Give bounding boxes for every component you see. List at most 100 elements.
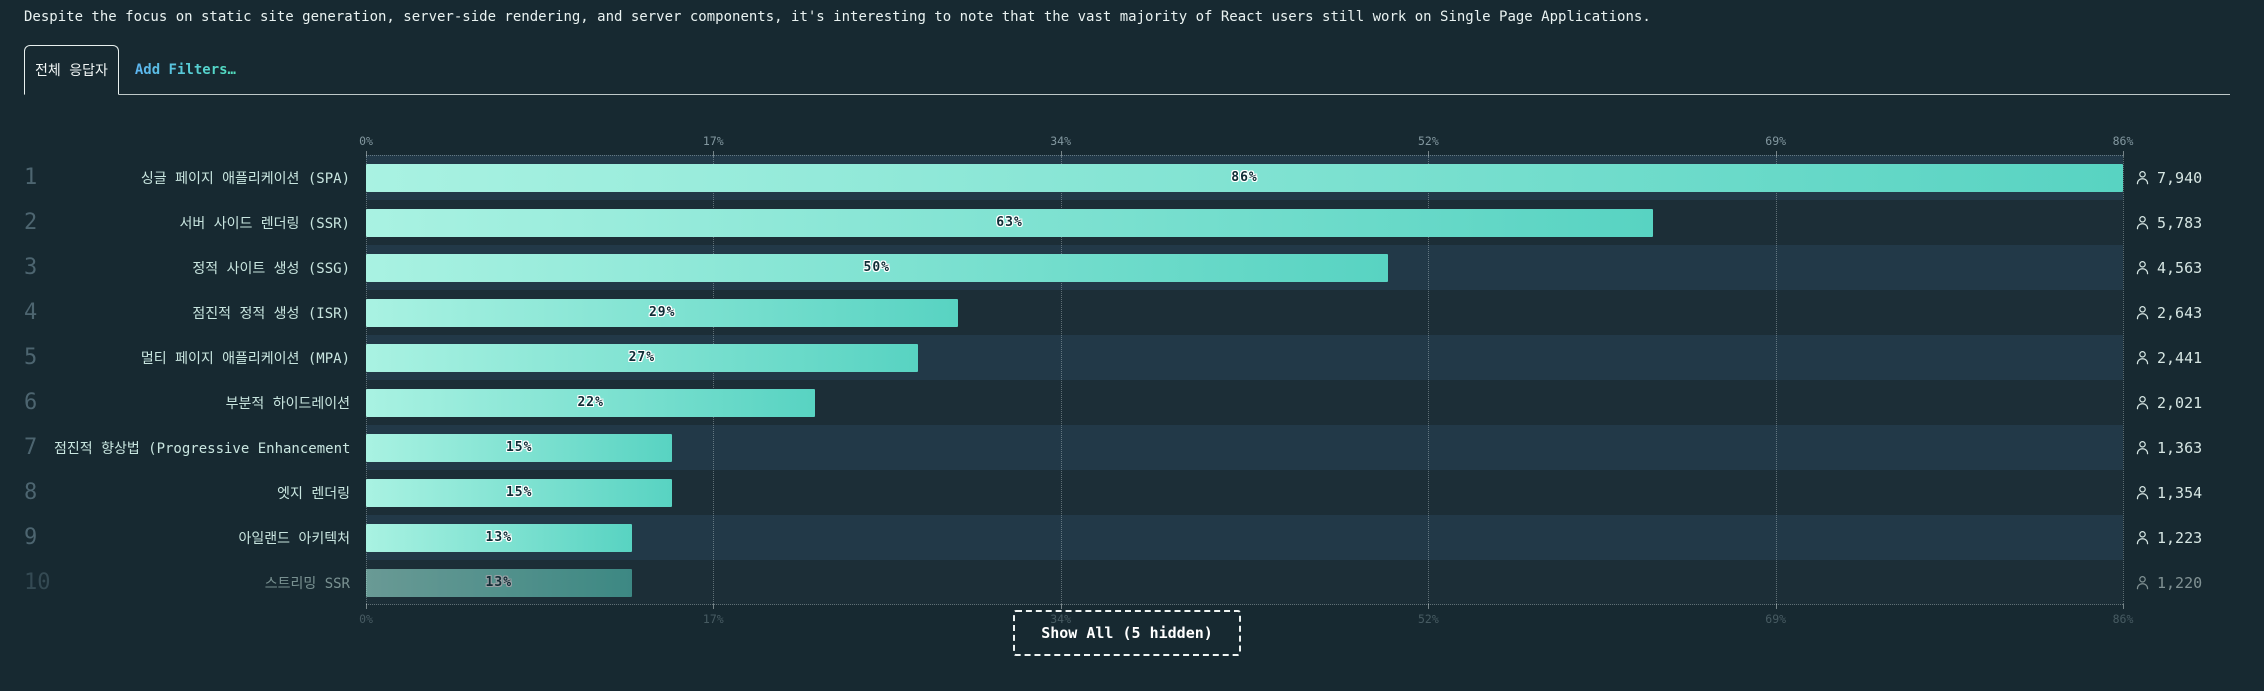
row-label-link[interactable]: 아일랜드 아키텍처 bbox=[238, 530, 350, 548]
chart-row: 5 멀티 페이지 애플리케이션 (MPA) 27% 2,441 bbox=[24, 335, 2230, 381]
respondent-count: 2,441 bbox=[2135, 349, 2230, 367]
person-icon bbox=[2136, 171, 2149, 185]
chart-row: 3 정적 사이트 생성 (SSG) 50% 4,563 bbox=[24, 245, 2230, 291]
chart-row: 10 스트리밍 SSR 13% 1,220 bbox=[24, 560, 2230, 606]
axis-tick-label: 17% bbox=[702, 612, 724, 627]
axis-tick-label: 0% bbox=[359, 134, 373, 149]
person-icon bbox=[2136, 351, 2149, 365]
row-label-link[interactable]: 부분적 하이드레이션 bbox=[225, 395, 350, 413]
bar[interactable]: 63% bbox=[366, 208, 1654, 237]
bar-percent-label: 86% bbox=[1231, 170, 1258, 186]
row-label-link[interactable]: 엣지 렌더링 bbox=[277, 485, 350, 503]
bar-cell: 27% bbox=[366, 335, 2123, 381]
row-rank: 1 bbox=[24, 165, 38, 191]
respondent-count-value: 5,783 bbox=[2157, 213, 2203, 232]
respondent-count: 2,021 bbox=[2135, 394, 2230, 412]
row-rank: 2 bbox=[24, 210, 38, 236]
bar-cell: 50% bbox=[366, 245, 2123, 291]
bar[interactable]: 22% bbox=[366, 388, 816, 417]
respondent-count-value: 2,441 bbox=[2157, 348, 2203, 367]
row-label-link[interactable]: 멀티 페이지 애플리케이션 (MPA) bbox=[140, 350, 350, 368]
bar-percent-label: 22% bbox=[577, 395, 604, 411]
row-rank: 5 bbox=[24, 345, 38, 371]
row-label-link[interactable]: 싱글 페이지 애플리케이션 (SPA) bbox=[140, 170, 350, 188]
person-icon bbox=[2136, 396, 2149, 410]
bar[interactable]: 29% bbox=[366, 298, 959, 327]
add-filters-link[interactable]: Add Filters… bbox=[135, 45, 236, 94]
chart-row: 4 점진적 정적 생성 (ISR) 29% 2,643 bbox=[24, 290, 2230, 336]
tab-all-respondents[interactable]: 전체 응답자 bbox=[24, 45, 119, 96]
chart-row: 8 엣지 렌더링 15% 1,354 bbox=[24, 470, 2230, 516]
person-icon bbox=[2136, 306, 2149, 320]
respondent-count: 7,940 bbox=[2135, 169, 2230, 187]
bar[interactable]: 50% bbox=[366, 253, 1388, 282]
respondent-count-value: 7,940 bbox=[2157, 168, 2203, 187]
respondent-count-value: 2,021 bbox=[2157, 393, 2203, 412]
respondent-count-value: 1,363 bbox=[2157, 438, 2203, 457]
bar[interactable]: 15% bbox=[366, 478, 673, 507]
row-rank: 10 bbox=[24, 570, 51, 596]
bar-cell: 15% bbox=[366, 470, 2123, 516]
axis-tick-label: 86% bbox=[2112, 134, 2134, 149]
person-icon bbox=[2136, 216, 2149, 230]
row-rank: 4 bbox=[24, 300, 38, 326]
person-icon bbox=[2136, 486, 2149, 500]
rows-list: 1 싱글 페이지 애플리케이션 (SPA) 86% 7,940 2 서버 사이드… bbox=[24, 155, 2230, 606]
bar-percent-label: 13% bbox=[485, 530, 513, 546]
bar[interactable]: 13% bbox=[366, 523, 632, 552]
bar-percent-label: 15% bbox=[505, 485, 533, 501]
row-rank: 3 bbox=[24, 255, 38, 281]
respondent-count: 2,643 bbox=[2135, 304, 2230, 322]
bottom-zone: 0% 17% 34% 52% 69% 86% Show All (5 hidden) bbox=[24, 605, 2230, 690]
bar[interactable]: 27% bbox=[366, 343, 918, 372]
row-label-link[interactable]: 정적 사이트 생성 (SSG) bbox=[192, 260, 350, 278]
chart-row: 6 부분적 하이드레이션 22% 2,021 bbox=[24, 380, 2230, 426]
bar-cell: 86% bbox=[366, 155, 2123, 201]
bar-cell: 63% bbox=[366, 200, 2123, 246]
bar[interactable]: 86% bbox=[366, 163, 2123, 192]
axis-tick-label: 52% bbox=[1417, 134, 1439, 149]
chart-description: Despite the focus on static site generat… bbox=[24, 9, 1651, 25]
row-label-link[interactable]: 서버 사이드 렌더링 (SSR) bbox=[179, 215, 350, 233]
bar-cell: 29% bbox=[366, 290, 2123, 336]
person-icon bbox=[2136, 576, 2149, 590]
row-label-link[interactable]: 점진적 향상법 (Progressive Enhancement) bbox=[54, 440, 350, 458]
chart-row: 2 서버 사이드 렌더링 (SSR) 63% 5,783 bbox=[24, 200, 2230, 246]
chart-row: 7 점진적 향상법 (Progressive Enhancement) 15% … bbox=[24, 425, 2230, 471]
respondent-count: 1,220 bbox=[2135, 574, 2230, 592]
chart-row: 9 아일랜드 아키텍처 13% 1,223 bbox=[24, 515, 2230, 561]
bar-percent-label: 29% bbox=[648, 305, 676, 321]
respondent-count-value: 1,354 bbox=[2157, 483, 2203, 502]
respondent-count-value: 4,563 bbox=[2157, 258, 2203, 277]
bar-cell: 13% bbox=[366, 515, 2123, 561]
person-icon bbox=[2136, 261, 2149, 275]
bar-percent-label: 63% bbox=[996, 215, 1023, 231]
respondent-count-value: 2,643 bbox=[2157, 303, 2203, 322]
row-label-link[interactable]: 점진적 정적 생성 (ISR) bbox=[192, 305, 350, 323]
show-all-button[interactable]: Show All (5 hidden) bbox=[1013, 610, 1241, 657]
axis-tick-label: 34% bbox=[1050, 612, 1072, 627]
person-icon bbox=[2136, 531, 2149, 545]
chart-row: 1 싱글 페이지 애플리케이션 (SPA) 86% 7,940 bbox=[24, 155, 2230, 201]
bar-percent-label: 13% bbox=[485, 575, 513, 591]
row-rank: 8 bbox=[24, 480, 38, 506]
bar[interactable]: 13% bbox=[366, 568, 632, 597]
axis-tick-label: 69% bbox=[1765, 134, 1787, 149]
axis-tick-label: 52% bbox=[1417, 612, 1439, 627]
axis-bottom: 0% 17% 34% 52% 69% 86% bbox=[359, 612, 2133, 627]
bar-percent-label: 50% bbox=[863, 260, 890, 276]
person-icon bbox=[2136, 441, 2149, 455]
tab-bar: 전체 응답자 Add Filters… bbox=[24, 45, 2230, 96]
axis-tick-label: 69% bbox=[1765, 612, 1787, 627]
bar-cell: 13% bbox=[366, 560, 2123, 606]
respondent-count: 5,783 bbox=[2135, 214, 2230, 232]
row-rank: 6 bbox=[24, 390, 38, 416]
bar-percent-label: 27% bbox=[628, 350, 656, 366]
respondent-count-value: 1,220 bbox=[2157, 573, 2203, 592]
respondent-count: 1,354 bbox=[2135, 484, 2230, 502]
row-label-link[interactable]: 스트리밍 SSR bbox=[264, 575, 350, 593]
bar[interactable]: 15% bbox=[366, 433, 673, 462]
axis-tick-label: 0% bbox=[359, 612, 373, 627]
row-rank: 7 bbox=[24, 435, 38, 461]
